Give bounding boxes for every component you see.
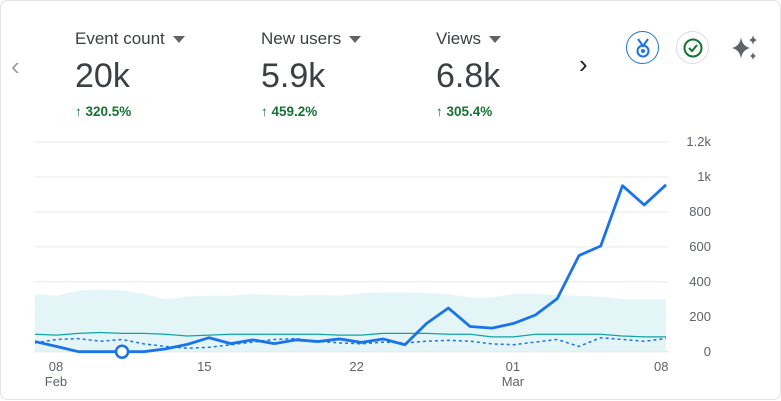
check-circle-icon[interactable] [676,31,709,64]
metric-new-users[interactable]: New users 5.9k ↑ 459.2% [261,29,362,119]
medal-icon[interactable] [626,31,659,64]
y-tick-label: 1k [697,168,711,184]
caret-down-icon[interactable] [172,35,185,43]
hover-point [114,344,130,359]
metric-delta: ↑ 320.5% [75,104,132,119]
sparkle-icon[interactable] [728,31,761,64]
x-tick-day: 01 [505,359,521,374]
y-tick-label: 800 [689,203,711,219]
delta-text: 320.5% [85,104,132,119]
x-tick-day: 08 [654,359,669,374]
metric-delta: ↑ 305.4% [436,104,493,119]
delta-text: 305.4% [446,104,493,119]
benchmark-line [34,331,666,338]
x-tick-day: 08 [48,359,64,374]
x-tick-label: 08 [654,359,668,374]
delta-text: 459.2% [271,104,318,119]
chevron-right-icon[interactable]: › [579,49,588,79]
metric-value: 5.9k [261,57,326,95]
chevron-left-icon[interactable]: ‹ [11,51,20,81]
y-tick-label: 200 [689,308,711,324]
caret-down-icon[interactable] [489,35,502,43]
metric-label: New users [261,29,342,48]
y-tick-label: 1.2k [686,134,711,149]
comparison-line [34,336,667,349]
metric-value: 6.8k [436,57,501,95]
metric-label: Event count [75,29,165,48]
x-tick-label: 22 [349,359,363,374]
y-tick-label: 600 [689,238,711,254]
benchmark-range-area [35,289,666,352]
metric-value: 20k [75,57,130,95]
y-tick-label: 0 [703,343,711,359]
x-tick-day: 22 [349,359,364,374]
metric-label: Views [436,29,482,48]
x-tick-label: 15 [197,359,211,374]
x-tick-month: Feb [44,374,68,389]
x-tick-month: Mar [501,374,525,389]
current-line [34,183,667,354]
x-tick-day: 15 [197,359,212,374]
metric-event-count[interactable]: Event count 20k ↑ 320.5% [75,29,185,119]
caret-down-icon[interactable] [349,35,362,43]
metric-delta: ↑ 459.2% [261,104,318,119]
y-tick-label: 400 [689,273,711,289]
x-tick-label: 01 Mar [502,359,524,389]
x-tick-label: 08 Feb [45,359,67,389]
metric-views[interactable]: Views 6.8k ↑ 305.4% [436,29,502,119]
